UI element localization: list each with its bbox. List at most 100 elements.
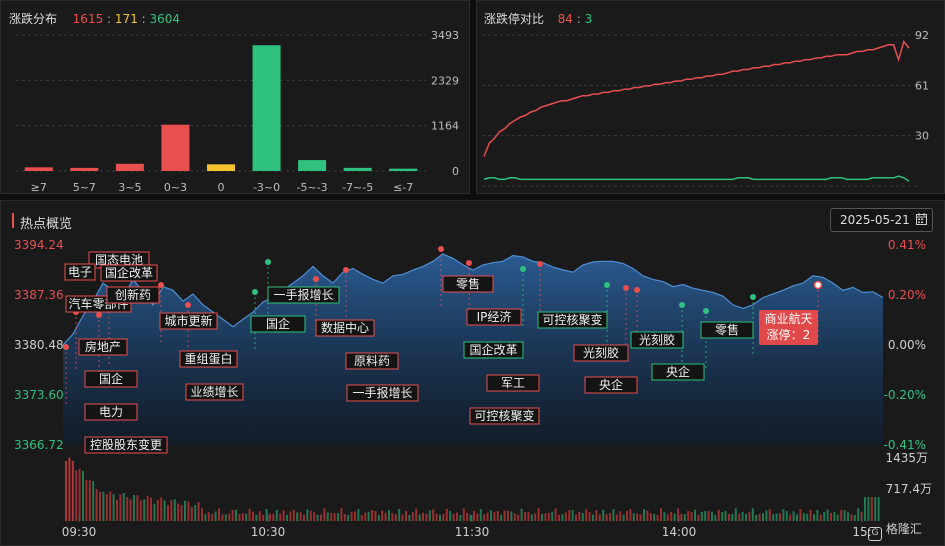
volume-bar [558, 514, 560, 521]
annotation-callout [759, 310, 818, 345]
y-left-tick-label: 3380.48 [14, 338, 64, 352]
volume-bar [289, 511, 292, 521]
annotation-label: 光刻胶 [639, 332, 675, 347]
volume-bar [758, 514, 761, 521]
volume-bar [700, 511, 703, 521]
annotation-label: 一手报增长 [352, 385, 412, 400]
volume-bar [241, 513, 244, 521]
annotation-dot [520, 266, 526, 272]
x-tick-label: -5~-3 [297, 181, 328, 193]
y-left-tick-label: 3373.60 [14, 388, 64, 402]
volume-bar [792, 511, 795, 521]
volume-bar [374, 511, 377, 521]
volume-bar [581, 512, 584, 521]
annotation-label: 重组蛋白 [184, 351, 232, 366]
volume-bar [765, 510, 768, 521]
volume-bar [411, 512, 414, 521]
price-line [62, 253, 884, 347]
y-left-tick-label: 3394.24 [14, 238, 64, 252]
volume-bar [177, 503, 180, 521]
volume-bar [279, 513, 282, 521]
annotation-box [463, 341, 524, 359]
x-tick-label: ≤-7 [393, 181, 413, 193]
volume-bar [136, 495, 139, 521]
annotation-box [700, 321, 754, 339]
volume-bar [694, 509, 696, 521]
annotation-box [466, 308, 522, 326]
volume-bar [82, 470, 84, 521]
annotation-dot [185, 302, 191, 308]
volume-bar [738, 513, 741, 521]
volume-bar [282, 510, 285, 521]
volume-bar [741, 512, 744, 521]
volume-bar [201, 508, 203, 521]
annotation-callout-label: 商业航天 [764, 311, 812, 326]
volume-bar [799, 509, 802, 521]
annotation-box [84, 436, 168, 454]
calendar-icon[interactable] [916, 213, 927, 225]
volume-bar [129, 499, 132, 521]
volume-bar [442, 514, 445, 521]
volume-bar [530, 514, 533, 521]
flat-count: 171 [114, 12, 138, 26]
volume-bar [306, 509, 309, 521]
volume-bar [75, 470, 78, 521]
bar [343, 167, 372, 171]
x-tick-label: 10:30 [251, 525, 286, 539]
limit-header: 涨跌停对比 84 : 3 [484, 12, 593, 26]
volume-bar [615, 514, 618, 521]
volume-bar [381, 510, 384, 521]
volume-bar [853, 514, 856, 521]
volume-bar [330, 513, 333, 521]
volume-bar [823, 512, 826, 521]
annotation-label: 房地产 [85, 339, 121, 354]
volume-bar [313, 512, 316, 521]
volume-bar [116, 499, 118, 521]
volume-bar [493, 512, 496, 521]
volume-bar [262, 514, 265, 521]
date-picker[interactable]: 2025-05-21 [830, 208, 933, 232]
volume-bar [826, 509, 829, 521]
bar [389, 168, 418, 171]
y-right-tick-label: -0.41% [884, 438, 926, 452]
volume-bar [303, 514, 305, 521]
volume-bar [255, 514, 258, 521]
volume-bar [751, 508, 754, 521]
volume-bar [850, 514, 853, 521]
volume-bar [473, 510, 475, 521]
volume-bar [479, 509, 482, 521]
x-tick-label: 3~5 [118, 181, 141, 193]
series-line [483, 175, 910, 182]
volume-bar [265, 508, 268, 521]
volume-bar [534, 513, 537, 521]
volume-bar [734, 508, 737, 521]
annotation-dot [63, 344, 69, 350]
limit-up-count: 84 [557, 12, 573, 26]
volume-bar [78, 468, 81, 521]
volume-bar [357, 509, 360, 521]
volume-bar [452, 513, 455, 521]
volume-bar [167, 505, 169, 521]
volume-bar [649, 513, 652, 521]
volume-bar [857, 508, 860, 521]
volume-bar [782, 509, 785, 521]
date-value: 2025-05-21 [840, 213, 910, 227]
volume-bar [394, 513, 397, 521]
volume-bar [221, 514, 224, 521]
x-tick-label: 09:30 [62, 525, 97, 539]
volume-bar [112, 494, 115, 521]
logo-icon: G [868, 527, 882, 541]
annotation-label: 控股股东变更 [90, 437, 162, 452]
annotation-label: 业绩增长 [190, 385, 238, 399]
volume-bar [544, 513, 547, 521]
limit-panel: 涨跌停对比 84 : 3 92 61 30 [476, 0, 945, 194]
volume-bar [755, 514, 758, 521]
volume-bar [564, 512, 567, 521]
annotation-dot [537, 261, 543, 267]
volume-bar [122, 493, 125, 521]
limit-down-count: 3 [584, 12, 593, 26]
volume-bar [398, 508, 401, 521]
annotation-dot [679, 302, 685, 308]
volume-bar [697, 514, 700, 521]
volume-bar [316, 514, 319, 521]
